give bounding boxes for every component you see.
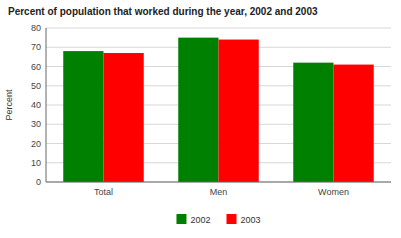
bar <box>63 51 103 182</box>
legend-label: 2002 <box>190 215 210 225</box>
bar <box>178 38 218 182</box>
grid-line <box>46 182 391 183</box>
bar <box>293 63 333 182</box>
y-tick-label: 60 <box>31 62 41 72</box>
x-tick-label: Men <box>210 187 228 197</box>
bar <box>104 53 144 182</box>
legend-item: 2003 <box>227 214 261 225</box>
x-tick-label: Women <box>318 187 349 197</box>
y-tick-label: 10 <box>31 158 41 168</box>
y-axis-line <box>46 28 47 182</box>
title: Percent of population that worked during… <box>8 6 318 17</box>
grid <box>46 28 391 182</box>
y-tick-label: 30 <box>31 119 41 129</box>
legend-item: 2002 <box>176 214 210 225</box>
bar <box>334 65 374 182</box>
x-tick-label: Total <box>94 187 113 197</box>
y-tick-label: 40 <box>31 100 41 110</box>
legend-swatch <box>176 214 186 224</box>
y-tick-label: 80 <box>31 23 41 33</box>
chart-container: Percent of population that worked during… <box>0 0 401 238</box>
bar <box>219 40 259 182</box>
legend-label: 2003 <box>241 215 261 225</box>
chart: Percent of population that worked during… <box>0 0 401 238</box>
y-axis-label: Percent <box>4 89 14 121</box>
y-tick-label: 0 <box>36 177 41 187</box>
x-axis-line <box>46 182 391 183</box>
grid-line <box>46 28 391 29</box>
y-tick-label: 20 <box>31 139 41 149</box>
legend: 2002 2003 <box>176 214 260 225</box>
bars <box>63 38 374 182</box>
y-tick-label: 50 <box>31 81 41 91</box>
legend-swatch <box>227 214 237 224</box>
y-tick-label: 70 <box>31 42 41 52</box>
